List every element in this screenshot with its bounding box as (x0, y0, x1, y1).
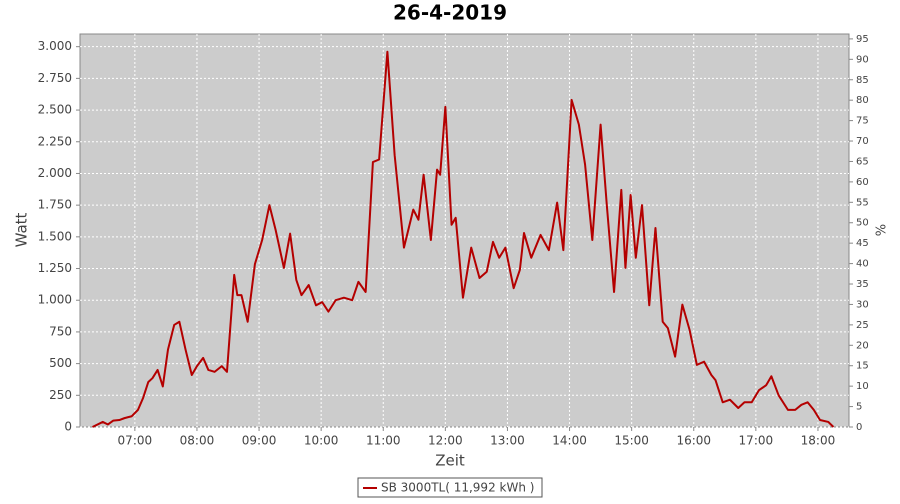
y-tick-label: 1.500 (38, 229, 72, 243)
legend-label: SB 3000TL( 11,992 kWh ) (381, 481, 534, 495)
y2-tick-label: 40 (856, 259, 869, 270)
y-tick-label: 1.000 (38, 293, 72, 307)
y-tick-label: 2.250 (38, 134, 72, 148)
x-tick-label: 15:00 (614, 434, 649, 448)
y-tick-label: 2.500 (38, 103, 72, 117)
y2-tick-label: 25 (856, 320, 869, 331)
y2-tick-label: 50 (856, 218, 869, 229)
x-tick-label: 07:00 (118, 434, 153, 448)
x-tick-label: 10:00 (304, 434, 339, 448)
y-tick-label: 1.750 (38, 198, 72, 212)
y2-tick-label: 0 (856, 422, 862, 433)
y-tick-label: 250 (49, 388, 72, 402)
legend: SB 3000TL( 11,992 kWh ) (357, 477, 543, 498)
x-tick-label: 11:00 (366, 434, 401, 448)
y2-tick-label: 30 (856, 299, 869, 310)
y2-tick-label: 45 (856, 238, 869, 249)
y-tick-label: 1.250 (38, 261, 72, 275)
y2-tick-label: 35 (856, 279, 869, 290)
y2-tick-label: 10 (856, 381, 869, 392)
y2-tick-label: 55 (856, 197, 869, 208)
y-tick-label: 750 (49, 324, 72, 338)
x-tick-label: 08:00 (180, 434, 215, 448)
legend-box (357, 477, 543, 498)
y2-tick-label: 65 (856, 156, 869, 167)
y2-tick-label: 5 (856, 402, 862, 413)
x-tick-label: 09:00 (242, 434, 277, 448)
y-tick-label: 500 (49, 356, 72, 370)
y2-tick-label: 95 (856, 34, 869, 45)
x-tick-label: 12:00 (428, 434, 463, 448)
x-tick-label: 16:00 (676, 434, 711, 448)
y2-tick-label: 85 (856, 75, 869, 86)
x-tick-label: 18:00 (801, 434, 836, 448)
y-axis-label: Watt (13, 212, 31, 247)
chart-title: 26-4-2019 (393, 1, 507, 25)
y2-tick-label: 20 (856, 340, 869, 351)
y-tick-label: 2.750 (38, 71, 72, 85)
line-series (91, 50, 835, 428)
y2-tick-label: 60 (856, 177, 869, 188)
x-tick-label: 14:00 (552, 434, 587, 448)
y-tick-label: 2.000 (38, 166, 72, 180)
x-tick-label: 17:00 (739, 434, 774, 448)
plot-area (79, 33, 850, 428)
y-tick-label: 3.000 (38, 39, 72, 53)
y2-tick-label: 90 (856, 54, 869, 65)
y2-tick-label: 15 (856, 361, 869, 372)
x-tick-label: 13:00 (490, 434, 525, 448)
y2-tick-label: 75 (856, 116, 869, 127)
y-tick-label: 0 (64, 420, 72, 434)
y2-tick-label: 80 (856, 95, 869, 106)
x-axis-label: Zeit (435, 452, 465, 470)
y2-tick-label: 70 (856, 136, 869, 147)
y2-axis-label: % (875, 224, 890, 236)
